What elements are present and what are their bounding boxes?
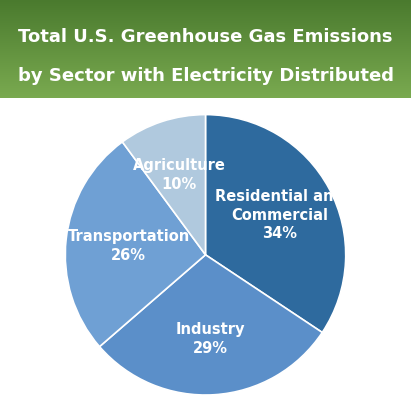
Text: by Sector with Electricity Distributed: by Sector with Electricity Distributed	[18, 67, 393, 85]
Wedge shape	[122, 114, 206, 255]
Wedge shape	[65, 142, 206, 347]
Wedge shape	[206, 114, 346, 332]
Text: Transportation
26%: Transportation 26%	[68, 230, 190, 263]
Text: Residential and
Commercial
34%: Residential and Commercial 34%	[215, 189, 344, 241]
Wedge shape	[99, 255, 322, 395]
Text: Agriculture
10%: Agriculture 10%	[133, 158, 226, 192]
Text: Industry
29%: Industry 29%	[176, 322, 246, 356]
Text: Total U.S. Greenhouse Gas Emissions: Total U.S. Greenhouse Gas Emissions	[18, 28, 393, 46]
